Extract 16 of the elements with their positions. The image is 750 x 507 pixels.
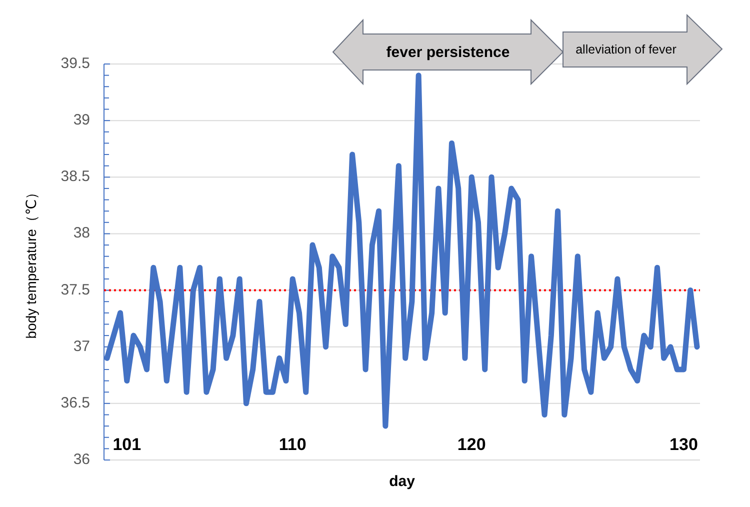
y-tick-label: 37 (73, 338, 90, 355)
x-tick-label: 101 (112, 435, 142, 454)
y-tick-label: 36.5 (60, 394, 90, 412)
x-tick-label: 110 (278, 435, 306, 454)
x-tick-label: 120 (457, 435, 486, 454)
y-tick-label: 37.5 (60, 281, 90, 298)
text: fever persistence (386, 44, 510, 61)
y-tick-label: 38 (73, 224, 90, 242)
text: alleviation of fever (576, 42, 676, 56)
x-tick-label: 130 (670, 435, 698, 454)
y-tick-label: 36 (73, 450, 90, 468)
y-axis-title: body temperature（℃） (23, 185, 39, 339)
y-tick-label: 38.5 (60, 168, 90, 186)
y-tick-label: 39.5 (60, 54, 90, 72)
x-axis-title: day (389, 473, 416, 490)
y-tick-label: 39 (73, 112, 90, 129)
